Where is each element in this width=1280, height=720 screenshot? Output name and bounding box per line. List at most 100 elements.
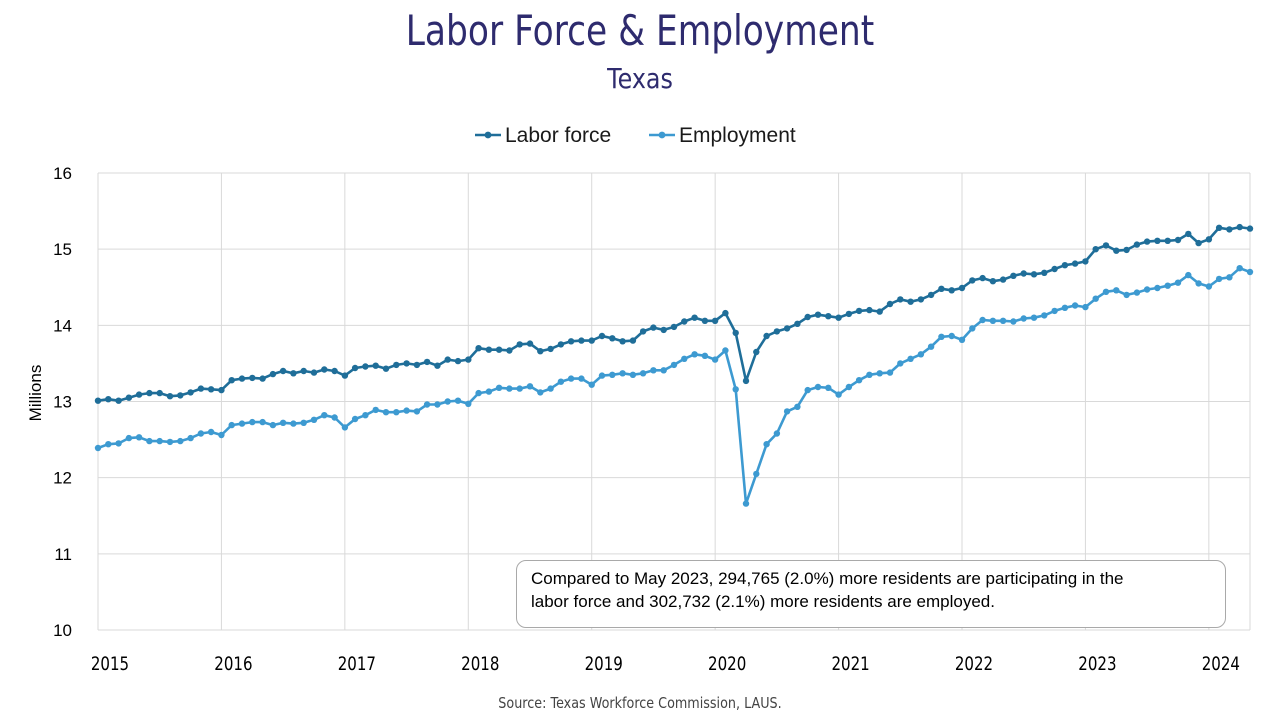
legend-label: Employment (679, 124, 796, 147)
data-point (526, 383, 534, 390)
data-point (1061, 304, 1069, 311)
data-point (619, 338, 626, 345)
data-point (1143, 238, 1151, 245)
data-point (1071, 260, 1079, 267)
data-point (279, 419, 287, 426)
data-point (804, 313, 811, 321)
annotation-line-2: labor force and 302,732 (2.1%) more resi… (531, 592, 995, 611)
chart-title: Labor Force & Employment (405, 6, 875, 55)
data-point (1061, 262, 1069, 269)
data-point (105, 396, 112, 403)
data-point (1174, 236, 1182, 244)
data-point (999, 276, 1007, 283)
data-point (1164, 282, 1171, 289)
data-point (557, 341, 565, 348)
data-point (639, 370, 647, 377)
data-point (1102, 288, 1110, 295)
data-point (670, 323, 678, 331)
source-note: Source: Texas Workforce Commission, LAUS… (498, 694, 782, 712)
data-point (218, 386, 225, 394)
data-point (341, 424, 349, 431)
data-point (938, 333, 945, 340)
data-point (547, 345, 554, 353)
data-point (485, 346, 493, 353)
data-point (393, 409, 400, 416)
data-point (125, 394, 133, 401)
data-point (1113, 247, 1120, 254)
data-point (526, 340, 534, 347)
data-point (259, 375, 266, 382)
data-point (135, 434, 143, 441)
data-point (1020, 315, 1027, 322)
data-point (588, 337, 595, 344)
data-point (372, 406, 379, 414)
data-point (537, 348, 544, 355)
data-point (969, 325, 976, 332)
y-tick-label: 10 (53, 621, 72, 640)
data-point (146, 437, 153, 445)
data-point (1246, 268, 1254, 276)
data-point (1226, 274, 1233, 281)
data-point (279, 367, 287, 375)
y-tick-label: 16 (53, 164, 72, 183)
data-point (722, 347, 729, 354)
data-point (331, 414, 338, 421)
y-axis-ticks: 10 11 12 13 14 15 16 (53, 164, 72, 640)
data-point (290, 370, 297, 377)
data-point (691, 314, 698, 321)
data-point (609, 335, 616, 342)
data-point (207, 386, 215, 393)
data-point (1226, 226, 1233, 233)
data-point (660, 367, 667, 374)
data-point (372, 362, 379, 369)
y-axis-label: Millions (26, 365, 45, 422)
data-point (1133, 241, 1141, 248)
data-point (1236, 265, 1243, 272)
data-point (382, 409, 390, 416)
y-tick-label: 11 (54, 545, 72, 564)
legend-label: Labor force (505, 124, 611, 147)
data-point (1195, 280, 1202, 287)
x-tick-label: 2019 (585, 653, 623, 675)
x-tick-label: 2015 (91, 653, 129, 675)
data-point (94, 397, 102, 404)
series-layer (94, 223, 1254, 507)
data-point (125, 434, 133, 442)
data-point (382, 365, 390, 372)
data-point (979, 316, 986, 324)
legend-item: Employment (649, 124, 796, 147)
data-point (886, 369, 894, 376)
data-point (413, 408, 421, 415)
data-point (1174, 279, 1182, 286)
data-point (1041, 312, 1048, 319)
data-point (1185, 230, 1192, 238)
data-point (825, 384, 832, 391)
data-point (711, 317, 719, 324)
data-point (197, 430, 205, 437)
data-point (1020, 270, 1027, 277)
data-point (1123, 291, 1130, 299)
x-tick-label: 2016 (214, 653, 252, 675)
data-point (557, 378, 565, 385)
data-point (989, 317, 997, 324)
data-point (1102, 242, 1110, 249)
annotation-box: Compared to May 2023, 294,765 (2.0%) mor… (516, 560, 1226, 628)
data-point (434, 401, 441, 408)
data-point (907, 355, 914, 362)
series-employment (94, 265, 1254, 507)
x-axis-ticks: 2015 2016 2017 2018 2019 2020 2021 2022 2023 2024 (91, 653, 1240, 675)
data-point (578, 337, 585, 344)
data-point (1051, 307, 1058, 315)
data-point (94, 444, 102, 452)
data-point (1215, 275, 1223, 283)
data-point (166, 393, 174, 400)
data-point (475, 345, 482, 352)
data-point (825, 313, 832, 320)
legend-swatch-marker (484, 131, 492, 139)
data-point (310, 416, 318, 423)
data-point (958, 336, 966, 343)
data-point (1154, 237, 1161, 244)
data-point (660, 326, 667, 334)
x-tick-label: 2024 (1202, 653, 1240, 675)
